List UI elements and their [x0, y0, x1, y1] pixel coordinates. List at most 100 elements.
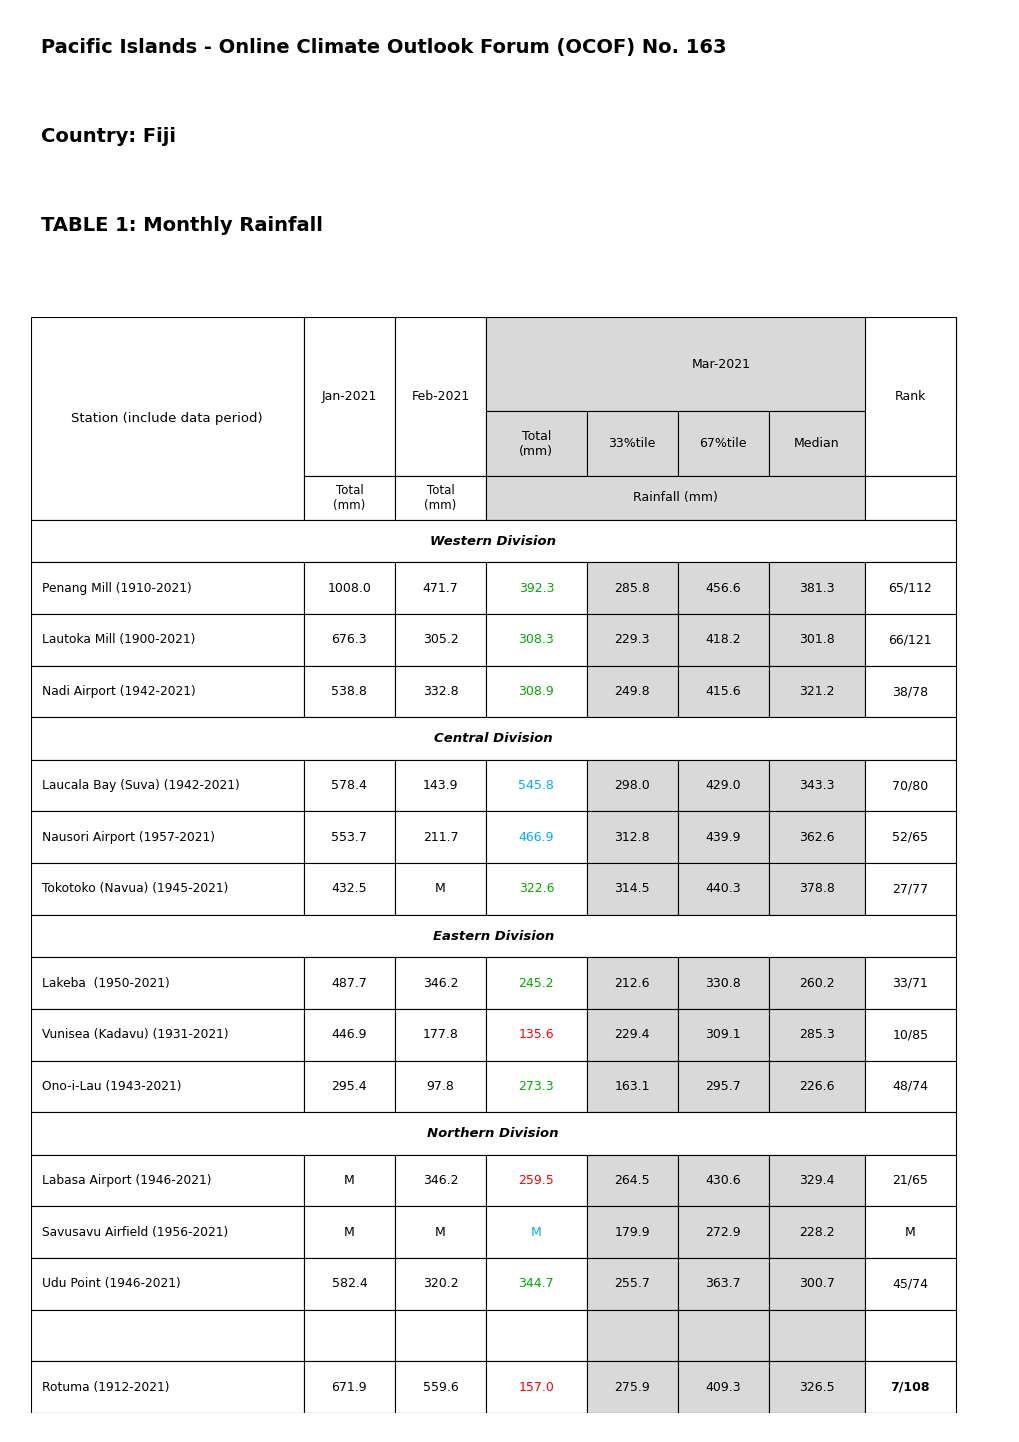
Text: 48/74: 48/74 [892, 1080, 927, 1093]
Text: 305.2: 305.2 [422, 633, 458, 646]
Text: 332.8: 332.8 [422, 685, 458, 698]
Bar [768, 1257, 864, 1309]
Text: Rotuma (1912-2021): Rotuma (1912-2021) [42, 1381, 169, 1394]
Bar [304, 1155, 394, 1207]
Text: 21/65: 21/65 [892, 1174, 927, 1187]
Bar [768, 666, 864, 718]
Text: 314.5: 314.5 [613, 883, 649, 895]
Text: Jan-2021: Jan-2021 [321, 391, 377, 404]
Bar [586, 411, 677, 476]
Bar [768, 1009, 864, 1060]
Text: Tokotoko (Navua) (1945-2021): Tokotoko (Navua) (1945-2021) [42, 883, 228, 895]
Text: 67%tile: 67%tile [699, 437, 746, 450]
Text: Northern Division: Northern Division [427, 1128, 558, 1141]
Text: Vunisea (Kadavu) (1931-2021): Vunisea (Kadavu) (1931-2021) [42, 1028, 228, 1041]
Text: 432.5: 432.5 [331, 883, 367, 895]
Bar [864, 1155, 955, 1207]
Bar [394, 1309, 486, 1361]
Bar [485, 614, 586, 666]
Text: 308.3: 308.3 [518, 633, 553, 646]
Bar [304, 760, 394, 812]
Text: Nadi Airport (1942-2021): Nadi Airport (1942-2021) [42, 685, 196, 698]
Text: 343.3: 343.3 [798, 779, 834, 792]
Bar [394, 760, 486, 812]
Bar [394, 1155, 486, 1207]
Text: 226.6: 226.6 [798, 1080, 834, 1093]
Bar [304, 1207, 394, 1257]
Bar [677, 562, 768, 614]
Bar [586, 957, 677, 1009]
Bar [485, 1257, 586, 1309]
Text: Lakeba  (1950-2021): Lakeba (1950-2021) [42, 976, 170, 989]
Text: Udu Point (1946-2021): Udu Point (1946-2021) [42, 1278, 180, 1291]
Text: 300.7: 300.7 [798, 1278, 834, 1291]
Bar [864, 614, 955, 666]
Text: 309.1: 309.1 [705, 1028, 741, 1041]
Text: 439.9: 439.9 [705, 831, 741, 844]
Text: 245.2: 245.2 [518, 976, 553, 989]
Text: 65/112: 65/112 [888, 581, 931, 594]
Bar [304, 957, 394, 1009]
Bar [31, 562, 304, 614]
Bar [677, 1207, 768, 1257]
Text: 249.8: 249.8 [613, 685, 649, 698]
Bar [586, 614, 677, 666]
Bar [677, 666, 768, 718]
Bar [768, 614, 864, 666]
Text: 578.4: 578.4 [331, 779, 367, 792]
Text: Total
(mm): Total (mm) [424, 485, 457, 512]
Text: 38/78: 38/78 [892, 685, 927, 698]
Bar [485, 1361, 586, 1413]
Bar [31, 957, 304, 1009]
Text: 538.8: 538.8 [331, 685, 367, 698]
Bar [31, 1361, 304, 1413]
Bar [864, 1309, 955, 1361]
Bar [768, 1155, 864, 1207]
Bar [485, 317, 955, 411]
Text: M: M [435, 883, 445, 895]
Bar [485, 1309, 586, 1361]
Text: 487.7: 487.7 [331, 976, 367, 989]
Text: Eastern Division: Eastern Division [432, 930, 553, 943]
Text: Mar-2021: Mar-2021 [691, 358, 750, 371]
Bar [304, 1060, 394, 1112]
Bar [31, 1257, 304, 1309]
Bar [485, 1155, 586, 1207]
Bar [864, 666, 955, 718]
Text: Rainfall (mm): Rainfall (mm) [633, 492, 717, 505]
Text: 179.9: 179.9 [613, 1226, 649, 1239]
Bar [304, 1009, 394, 1060]
Text: 330.8: 330.8 [705, 976, 741, 989]
Text: Country: Fiji: Country: Fiji [41, 127, 175, 146]
Text: 212.6: 212.6 [613, 976, 649, 989]
Bar [485, 864, 586, 914]
Bar [31, 1009, 304, 1060]
Text: 446.9: 446.9 [331, 1028, 367, 1041]
Bar [864, 1257, 955, 1309]
Text: 545.8: 545.8 [518, 779, 553, 792]
Text: 362.6: 362.6 [798, 831, 834, 844]
Text: 260.2: 260.2 [798, 976, 834, 989]
Bar [677, 957, 768, 1009]
Text: 211.7: 211.7 [422, 831, 458, 844]
Bar [394, 812, 486, 864]
Bar [31, 914, 955, 957]
Bar [485, 1207, 586, 1257]
Bar [304, 864, 394, 914]
Bar [31, 864, 304, 914]
Text: 255.7: 255.7 [613, 1278, 649, 1291]
Bar [586, 1257, 677, 1309]
Bar [394, 957, 486, 1009]
Text: Total
(mm): Total (mm) [519, 430, 553, 457]
Bar [485, 476, 864, 521]
Text: M: M [343, 1226, 355, 1239]
Text: Ono-i-Lau (1943-2021): Ono-i-Lau (1943-2021) [42, 1080, 181, 1093]
Bar [586, 760, 677, 812]
Bar [304, 562, 394, 614]
Bar [677, 1257, 768, 1309]
Text: 378.8: 378.8 [798, 883, 834, 895]
Text: 429.0: 429.0 [705, 779, 741, 792]
Bar [485, 562, 586, 614]
Text: 66/121: 66/121 [888, 633, 931, 646]
Text: 97.8: 97.8 [426, 1080, 454, 1093]
